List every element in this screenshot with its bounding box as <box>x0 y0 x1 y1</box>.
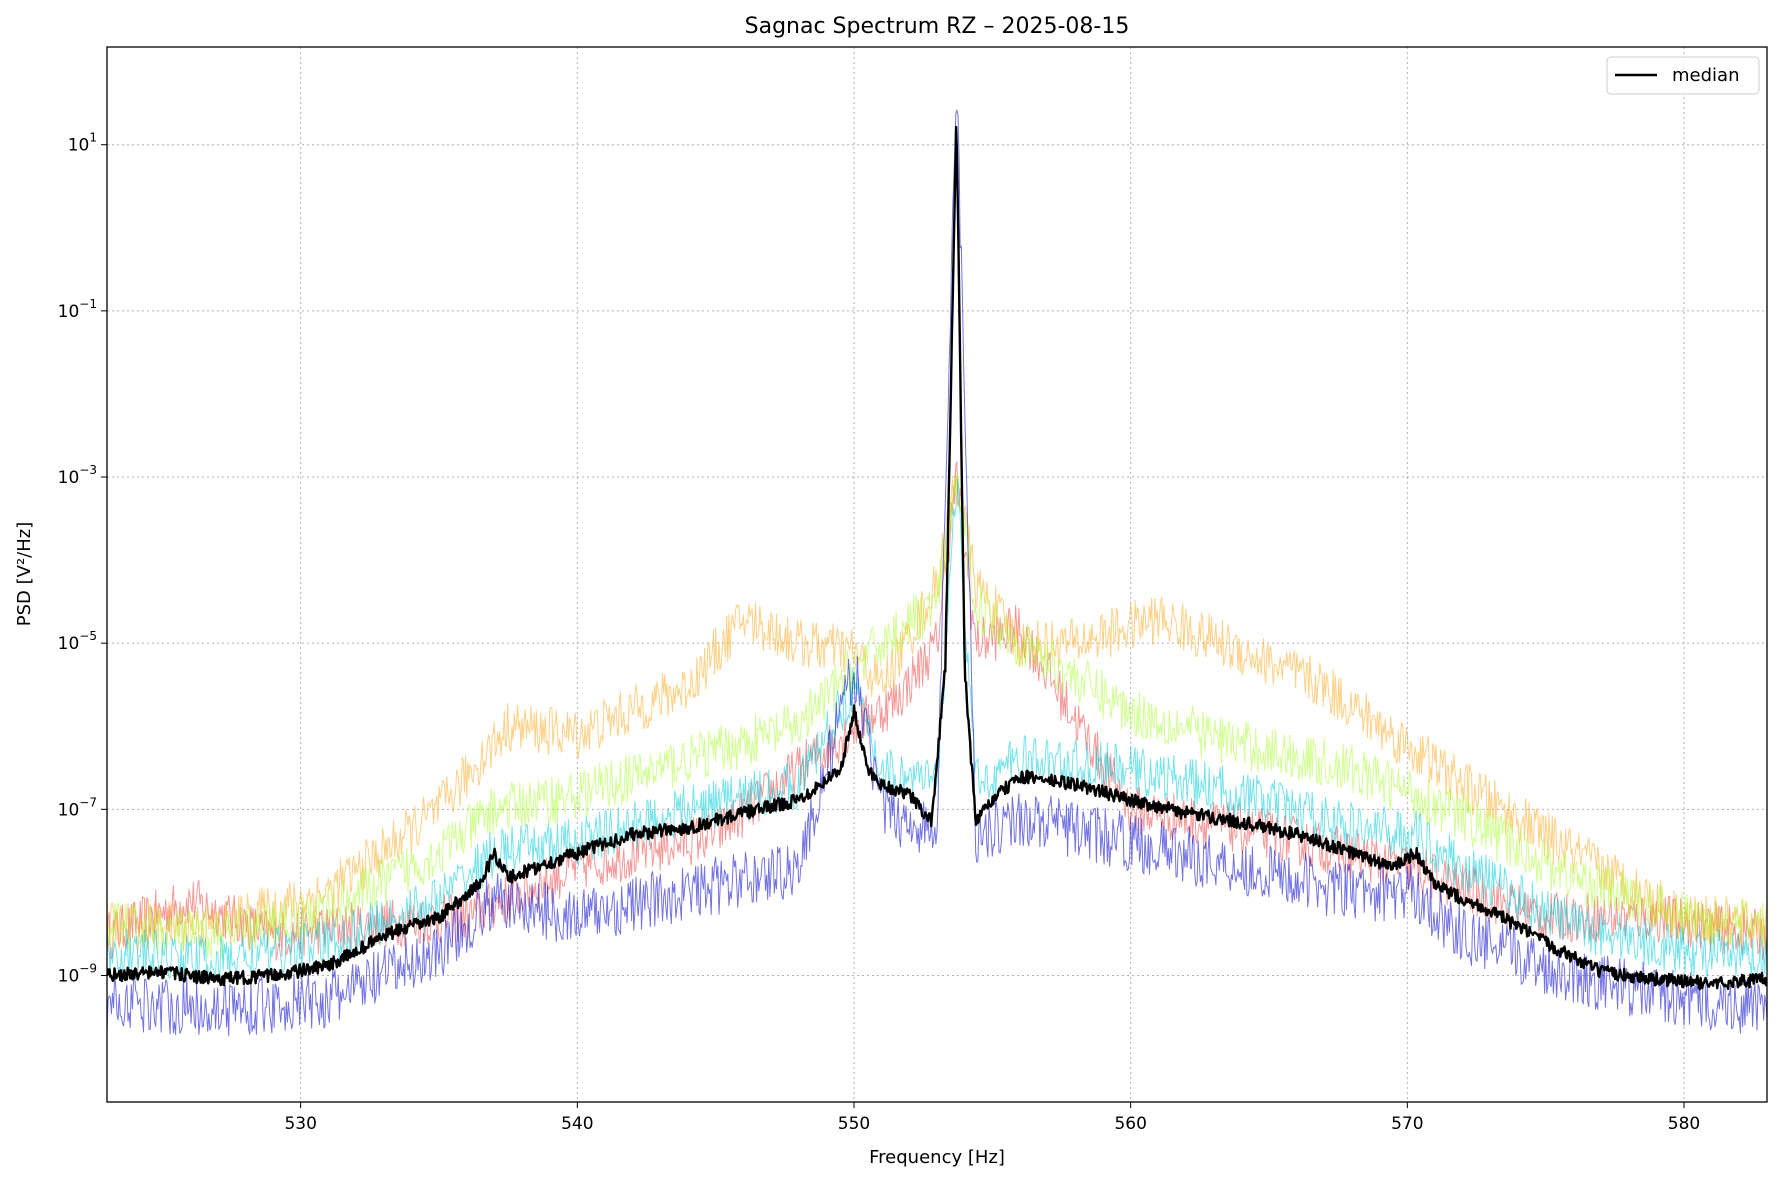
series-spectrum-line <box>107 461 1767 961</box>
y-tick-label: 10−5 <box>58 629 97 654</box>
y-tick-label: 10−7 <box>58 795 97 820</box>
y-tick-exponent: −3 <box>79 463 97 477</box>
series-spectrum-line <box>107 109 1767 1037</box>
grid <box>107 47 1767 1102</box>
series-spectrum-line <box>107 478 1767 985</box>
legend: median <box>1606 56 1760 95</box>
y-tick-base: 10 <box>58 468 80 488</box>
x-tick-label: 560 <box>1114 1114 1146 1134</box>
x-tick-label: 550 <box>838 1114 870 1134</box>
y-tick-exponent: −9 <box>79 961 97 975</box>
plot-frame <box>106 46 1768 1103</box>
y-tick-exponent: −7 <box>79 795 97 809</box>
x-tick-label: 570 <box>1391 1114 1423 1134</box>
y-tick-exponent: −5 <box>79 629 97 643</box>
legend-median-label: median <box>1672 65 1739 86</box>
y-tick-base: 10 <box>58 966 80 986</box>
legend-box <box>1606 56 1760 95</box>
y-tick-base: 10 <box>58 800 80 820</box>
y-axis-label: PSD [V²/Hz] <box>14 522 35 626</box>
x-axis: 530 540 550 560 570 580 <box>284 1102 1700 1134</box>
y-tick-exponent: −1 <box>79 297 97 311</box>
y-tick-base: 10 <box>58 634 80 654</box>
series-spectrum-line <box>107 473 1767 960</box>
x-axis-label: Frequency [Hz] <box>869 1147 1005 1168</box>
x-tick-label: 530 <box>284 1114 316 1134</box>
y-tick-base: 10 <box>68 136 90 156</box>
x-tick-label: 540 <box>561 1114 593 1134</box>
x-tick-label: 580 <box>1668 1114 1700 1134</box>
y-tick-label: 10−3 <box>58 463 97 488</box>
y-tick-label: 101 <box>68 131 97 156</box>
series-median-line <box>107 125 1767 991</box>
y-tick-exponent: 1 <box>89 131 97 145</box>
chart-title: Sagnac Spectrum RZ – 2025-08-15 <box>745 14 1130 39</box>
y-tick-base: 10 <box>58 302 80 322</box>
y-tick-label: 10−1 <box>58 297 97 322</box>
y-tick-label: 10−9 <box>58 961 97 986</box>
series-layer <box>107 109 1767 1037</box>
